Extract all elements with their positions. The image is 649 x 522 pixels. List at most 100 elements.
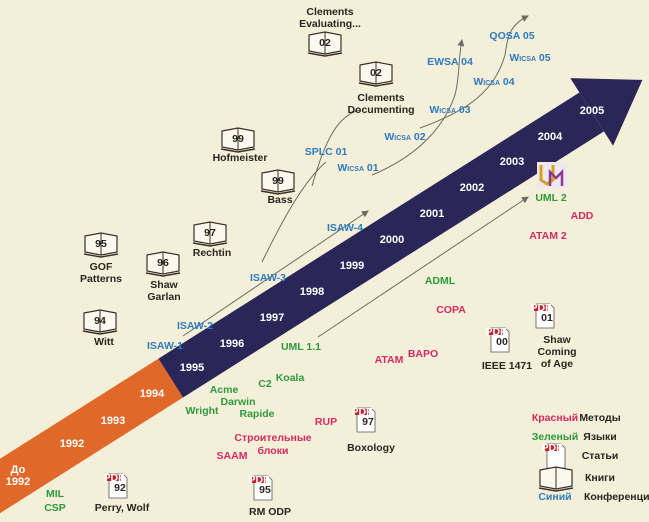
legend-label: Методы: [579, 412, 620, 424]
conference-label: Wicsa 01: [337, 162, 378, 174]
pdf-badge: PDF: [104, 472, 126, 484]
year-label: 2000: [380, 234, 404, 246]
trend-lines: [182, 15, 529, 338]
pdf-badge: PDF: [352, 406, 374, 418]
year-label: 2002: [460, 182, 484, 194]
book-caption: Hofmeister: [213, 152, 268, 164]
language-label: Darwin: [220, 396, 255, 408]
paper-caption: IEEE 1471: [482, 360, 532, 372]
paper-year: 00: [496, 336, 508, 348]
paper-year: 01: [541, 312, 553, 324]
timeline-arrow: [0, 78, 643, 517]
language-label: CSP: [44, 502, 66, 514]
paper-year: 97: [362, 416, 374, 428]
book-year: 96: [157, 257, 169, 269]
language-label: Wright: [185, 405, 219, 417]
pdf-badge: PDF: [486, 326, 508, 338]
content: До19921992199319941995199619971998199920…: [6, 6, 649, 518]
year-label: 2004: [538, 131, 563, 143]
conference-label: ISAW-3: [250, 272, 286, 284]
book-year: 95: [95, 238, 107, 250]
method-label: BAPO: [408, 348, 438, 360]
arrow-early: [0, 358, 184, 517]
legend-label: Статьи: [582, 450, 619, 462]
year-label: 1992: [60, 438, 84, 450]
book-caption: GOF: [90, 261, 113, 273]
legend-label: Языки: [583, 431, 616, 443]
method-label: RUP: [315, 416, 337, 428]
legend-key: Синий: [538, 491, 571, 503]
book-year: 99: [272, 175, 284, 187]
method-label: блоки: [258, 445, 289, 457]
conference-label: QOSA 05: [489, 30, 534, 42]
language-label: Acme: [210, 384, 239, 396]
book-caption: Evaluating...: [299, 18, 361, 30]
book-year: 94: [94, 315, 106, 327]
book-base: [358, 82, 394, 87]
book-caption: Patterns: [80, 273, 122, 285]
book-base: [82, 330, 118, 335]
arrow-head: [570, 78, 643, 146]
language-label: UML 2: [535, 192, 566, 204]
pdf-badge: PDF: [531, 302, 553, 314]
year-label: 1994: [140, 388, 165, 400]
paper-caption: Shaw: [543, 334, 571, 346]
year-label: 1992: [6, 476, 30, 488]
conference-label: Wicsa 04: [473, 76, 514, 88]
conference-label: Wicsa 05: [509, 52, 550, 64]
method-label: COPA: [436, 304, 466, 316]
book-caption: Rechtin: [193, 247, 232, 259]
language-label: Rapide: [239, 408, 274, 420]
book-base: [83, 253, 119, 258]
paper-caption: Boxology: [347, 442, 395, 454]
book-base: [192, 242, 228, 247]
book-caption: Shaw: [150, 279, 178, 291]
book-year: 97: [204, 227, 216, 239]
book-base: [260, 190, 296, 195]
conference-label: ISAW-1: [147, 340, 183, 352]
year-label: 1999: [340, 260, 364, 272]
book-caption: Clements: [306, 6, 353, 18]
year-label: До: [11, 464, 26, 476]
year-label: 1997: [260, 312, 284, 324]
arrow-body: [158, 92, 604, 398]
book-caption: Clements: [357, 92, 404, 104]
method-label: SAAM: [217, 450, 248, 462]
book-base: [220, 148, 256, 153]
year-label: 2001: [420, 208, 444, 220]
method-label: ATAM 2: [529, 230, 567, 242]
legend-label: Конференции: [584, 491, 649, 503]
method-label: ATAM: [375, 354, 404, 366]
pdf-band: [355, 409, 369, 415]
conference-label: ISAW-2: [177, 320, 213, 332]
conference-label: SPLC 01: [305, 146, 348, 158]
year-label: 1995: [180, 362, 204, 374]
language-label: Koala: [276, 372, 305, 384]
method-label: ADD: [571, 210, 594, 222]
paper-caption: RM ODP: [249, 506, 291, 518]
book-caption: Witt: [94, 336, 114, 348]
book-year: 02: [319, 37, 331, 49]
book-caption: Documenting: [347, 104, 414, 116]
year-label: 1996: [220, 338, 244, 350]
language-label: MIL: [46, 488, 65, 500]
book-base: [307, 52, 343, 57]
book-year: 99: [232, 133, 244, 145]
paper-caption: of Age: [541, 358, 573, 370]
paper-caption: Coming: [537, 346, 576, 358]
book-base: [538, 487, 574, 492]
pdf-badge: PDF: [249, 474, 271, 486]
legend-key: Красный: [532, 412, 578, 424]
paper-caption: Perry, Wolf: [95, 502, 150, 514]
book-caption: Bass: [267, 194, 292, 206]
year-label: 2005: [580, 105, 604, 117]
conference-label: ISAW-4: [327, 222, 363, 234]
language-label: ADML: [425, 275, 456, 287]
language-label: C2: [258, 378, 272, 390]
conference-label: Wicsa 03: [429, 104, 470, 116]
legend-label: Книги: [585, 472, 615, 484]
paper-year: 92: [114, 482, 126, 494]
pdf-band: [534, 305, 548, 311]
book-caption: Garlan: [147, 291, 180, 303]
